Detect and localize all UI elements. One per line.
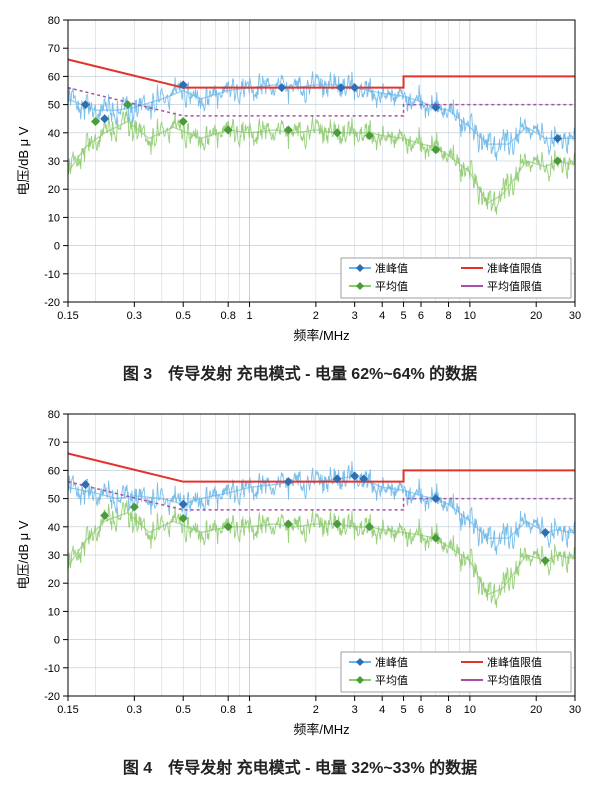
svg-text:2: 2 bbox=[313, 310, 319, 322]
svg-text:50: 50 bbox=[48, 100, 60, 112]
svg-text:0.15: 0.15 bbox=[57, 704, 78, 716]
svg-text:平均值限值: 平均值限值 bbox=[487, 674, 542, 687]
svg-text:0.8: 0.8 bbox=[221, 310, 236, 322]
svg-text:8: 8 bbox=[445, 704, 451, 716]
svg-text:5: 5 bbox=[400, 704, 406, 716]
svg-text:准峰值限值: 准峰值限值 bbox=[487, 656, 542, 669]
svg-text:-20: -20 bbox=[44, 297, 60, 309]
svg-text:准峰值: 准峰值 bbox=[375, 262, 408, 275]
svg-text:30: 30 bbox=[48, 156, 60, 168]
svg-text:-10: -10 bbox=[44, 269, 60, 281]
svg-text:50: 50 bbox=[48, 494, 60, 506]
svg-text:频率/MHz: 频率/MHz bbox=[293, 722, 349, 737]
svg-text:20: 20 bbox=[48, 578, 60, 590]
svg-text:8: 8 bbox=[445, 310, 451, 322]
svg-text:电压/dB μ V: 电压/dB μ V bbox=[16, 520, 31, 589]
svg-text:准峰值限值: 准峰值限值 bbox=[487, 262, 542, 275]
svg-text:70: 70 bbox=[48, 437, 60, 449]
svg-text:10: 10 bbox=[48, 606, 60, 618]
svg-text:40: 40 bbox=[48, 522, 60, 534]
svg-text:3: 3 bbox=[352, 704, 358, 716]
svg-text:-20: -20 bbox=[44, 691, 60, 703]
svg-text:10: 10 bbox=[464, 310, 476, 322]
chart-3-container: 0.15 0.3 0.5 0.8 1 2 3 4 56 8 10 20 30 -20 -10 0 10 20 30 4… bbox=[10, 10, 590, 384]
svg-text:0.5: 0.5 bbox=[176, 704, 191, 716]
svg-text:10: 10 bbox=[48, 212, 60, 224]
svg-text:20: 20 bbox=[530, 310, 542, 322]
svg-text:平均值限值: 平均值限值 bbox=[487, 280, 542, 293]
svg-text:80: 80 bbox=[48, 409, 60, 421]
svg-text:0.8: 0.8 bbox=[221, 704, 236, 716]
svg-text:-10: -10 bbox=[44, 663, 60, 675]
svg-text:60: 60 bbox=[48, 71, 60, 83]
svg-text:80: 80 bbox=[48, 15, 60, 27]
svg-text:0: 0 bbox=[54, 635, 60, 647]
svg-text:1: 1 bbox=[246, 704, 252, 716]
chart-4-container: 0.15 0.3 0.5 0.8 1 2 3 4 56 8 10 20 30 -20 -10 0 10 20 30 4… bbox=[10, 404, 590, 778]
svg-text:6: 6 bbox=[418, 704, 424, 716]
svg-text:0: 0 bbox=[54, 241, 60, 253]
svg-text:2: 2 bbox=[313, 704, 319, 716]
svg-text:30: 30 bbox=[569, 310, 581, 322]
svg-text:4: 4 bbox=[379, 310, 385, 322]
svg-text:30: 30 bbox=[569, 704, 581, 716]
svg-text:3: 3 bbox=[352, 310, 358, 322]
svg-text:0.15: 0.15 bbox=[57, 310, 78, 322]
svg-text:20: 20 bbox=[48, 184, 60, 196]
svg-text:4: 4 bbox=[379, 704, 385, 716]
svg-text:60: 60 bbox=[48, 465, 60, 477]
svg-text:0.3: 0.3 bbox=[127, 310, 142, 322]
svg-text:平均值: 平均值 bbox=[375, 674, 408, 687]
chart-3-svg: 0.15 0.3 0.5 0.8 1 2 3 4 56 8 10 20 30 -20 -10 0 10 20 30 4… bbox=[10, 10, 590, 350]
svg-text:0.5: 0.5 bbox=[176, 310, 191, 322]
chart-4-caption: 图 4 传导发射 充电模式 - 电量 32%~33% 的数据 bbox=[10, 754, 590, 778]
svg-text:准峰值: 准峰值 bbox=[375, 656, 408, 669]
svg-text:70: 70 bbox=[48, 43, 60, 55]
svg-text:6: 6 bbox=[418, 310, 424, 322]
svg-text:0.3: 0.3 bbox=[127, 704, 142, 716]
chart-4-svg: 0.15 0.3 0.5 0.8 1 2 3 4 56 8 10 20 30 -20 -10 0 10 20 30 4… bbox=[10, 404, 590, 744]
svg-text:频率/MHz: 频率/MHz bbox=[293, 328, 349, 343]
svg-text:平均值: 平均值 bbox=[375, 280, 408, 293]
chart-3-caption: 图 3 传导发射 充电模式 - 电量 62%~64% 的数据 bbox=[10, 360, 590, 384]
svg-text:5: 5 bbox=[400, 310, 406, 322]
svg-text:20: 20 bbox=[530, 704, 542, 716]
svg-text:30: 30 bbox=[48, 550, 60, 562]
svg-text:电压/dB μ V: 电压/dB μ V bbox=[16, 126, 31, 195]
svg-text:40: 40 bbox=[48, 128, 60, 140]
svg-text:1: 1 bbox=[246, 310, 252, 322]
svg-text:10: 10 bbox=[464, 704, 476, 716]
